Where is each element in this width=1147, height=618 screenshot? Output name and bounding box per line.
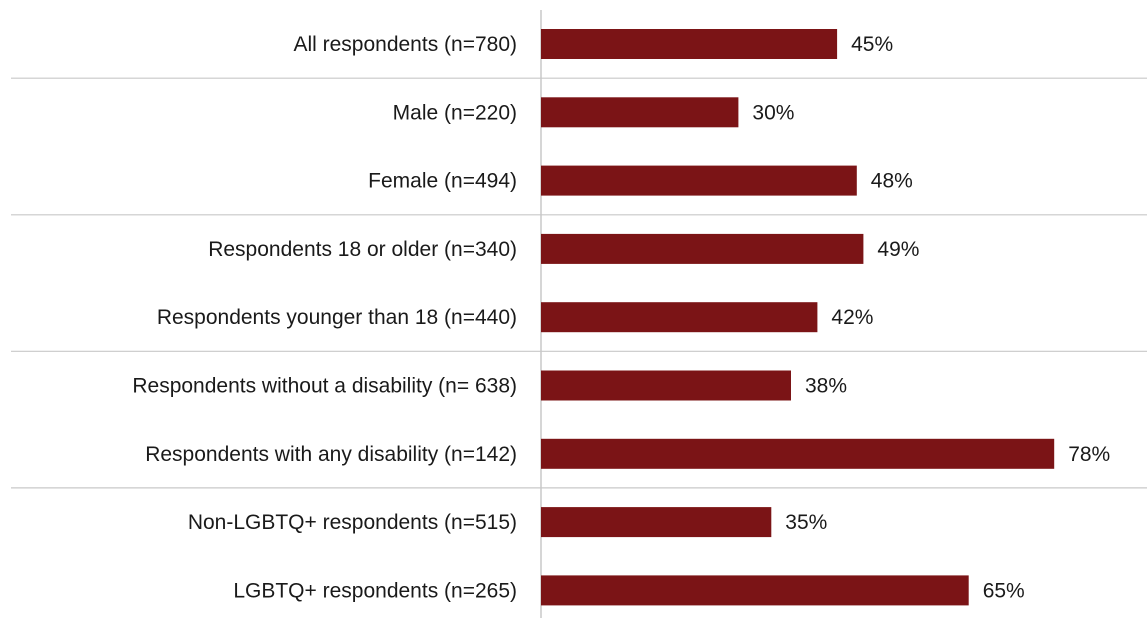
bar-3 [541,233,864,264]
bar-0 [541,29,838,59]
bar-8 [541,575,969,606]
bar-7 [541,507,772,538]
value-label-3: 49% [877,238,919,261]
value-label-4: 42% [831,306,873,329]
value-label-1: 30% [752,101,794,124]
category-labels: All respondents (n=780) Male (n=220) Femal… [132,33,517,602]
category-label-5: Respondents without a disability (n= 638… [132,375,517,398]
category-label-8: LGBTQ+ respondents (n=265) [233,579,517,602]
value-label-6: 78% [1068,443,1110,466]
category-label-7: Non-LGBTQ+ respondents (n=515) [188,511,517,534]
bar-6 [541,438,1055,469]
value-label-0: 45% [851,33,893,56]
bar-2 [541,165,857,196]
category-label-6: Respondents with any disability (n=142) [145,443,517,466]
value-label-8: 65% [983,579,1025,602]
value-label-7: 35% [785,511,827,534]
group-separators [11,77,1147,489]
value-labels: 45% 30% 48% 49% 42% 38% 78% 35% 65% [752,33,1110,602]
bar-series [541,29,1055,606]
bar-1 [541,97,739,128]
category-label-3: Respondents 18 or older (n=340) [208,238,517,261]
bar-4 [541,302,818,333]
category-label-0: All respondents (n=780) [293,33,517,56]
value-label-5: 38% [805,375,847,398]
category-label-2: Female (n=494) [368,170,517,193]
value-label-2: 48% [871,170,913,193]
category-label-1: Male (n=220) [393,101,517,124]
bar-5 [541,370,791,401]
category-label-4: Respondents younger than 18 (n=440) [157,306,517,329]
